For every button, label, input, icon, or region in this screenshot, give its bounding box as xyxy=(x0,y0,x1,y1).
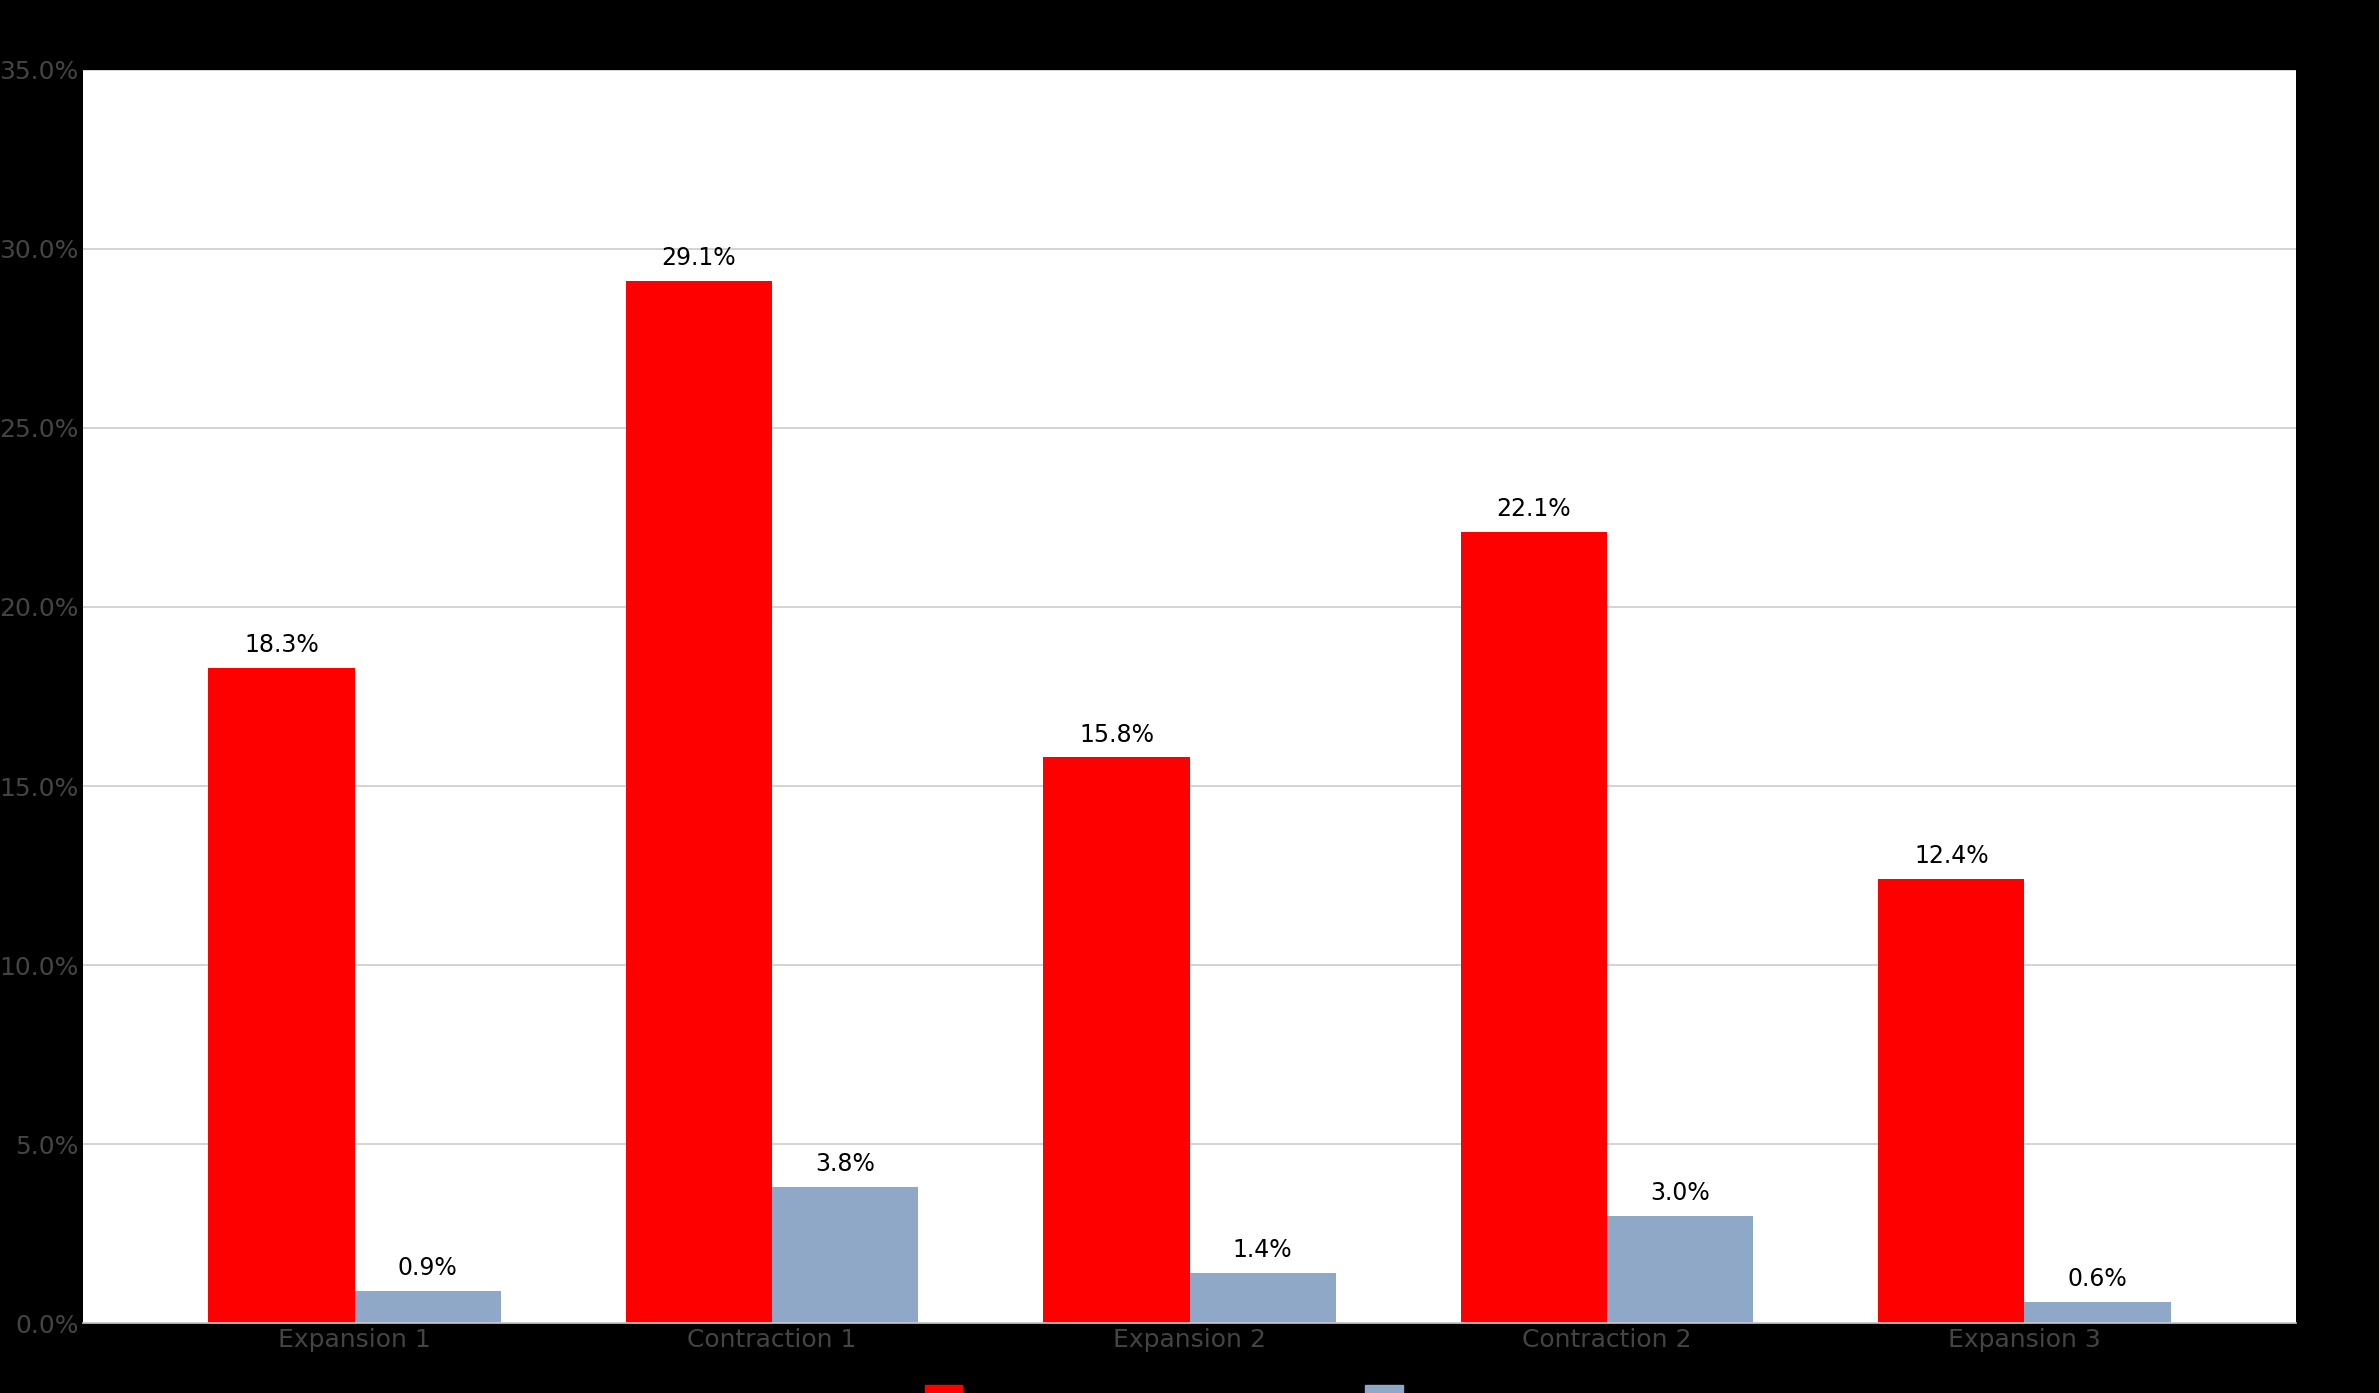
Text: 1.4%: 1.4% xyxy=(1232,1238,1292,1262)
Text: 15.8%: 15.8% xyxy=(1080,723,1154,747)
Text: 0.9%: 0.9% xyxy=(397,1256,457,1280)
Text: 18.3%: 18.3% xyxy=(245,632,319,657)
Bar xyxy=(2025,1302,2170,1323)
Legend: Impairment Companies Only, All: Impairment Companies Only, All xyxy=(914,1372,1465,1393)
Text: 3.8%: 3.8% xyxy=(816,1152,875,1177)
Text: 3.0%: 3.0% xyxy=(1651,1181,1711,1205)
Text: 22.1%: 22.1% xyxy=(1496,497,1570,521)
Bar xyxy=(354,1291,500,1323)
Bar xyxy=(1879,879,2025,1323)
Bar xyxy=(1190,1273,1335,1323)
Text: 12.4%: 12.4% xyxy=(1915,844,1989,868)
Bar xyxy=(626,281,773,1323)
Bar xyxy=(209,667,354,1323)
Bar xyxy=(1606,1216,1753,1323)
Bar xyxy=(773,1187,918,1323)
Bar xyxy=(1461,532,1606,1323)
Text: 29.1%: 29.1% xyxy=(661,247,737,270)
Text: 0.6%: 0.6% xyxy=(2067,1268,2127,1291)
Bar xyxy=(1044,758,1190,1323)
